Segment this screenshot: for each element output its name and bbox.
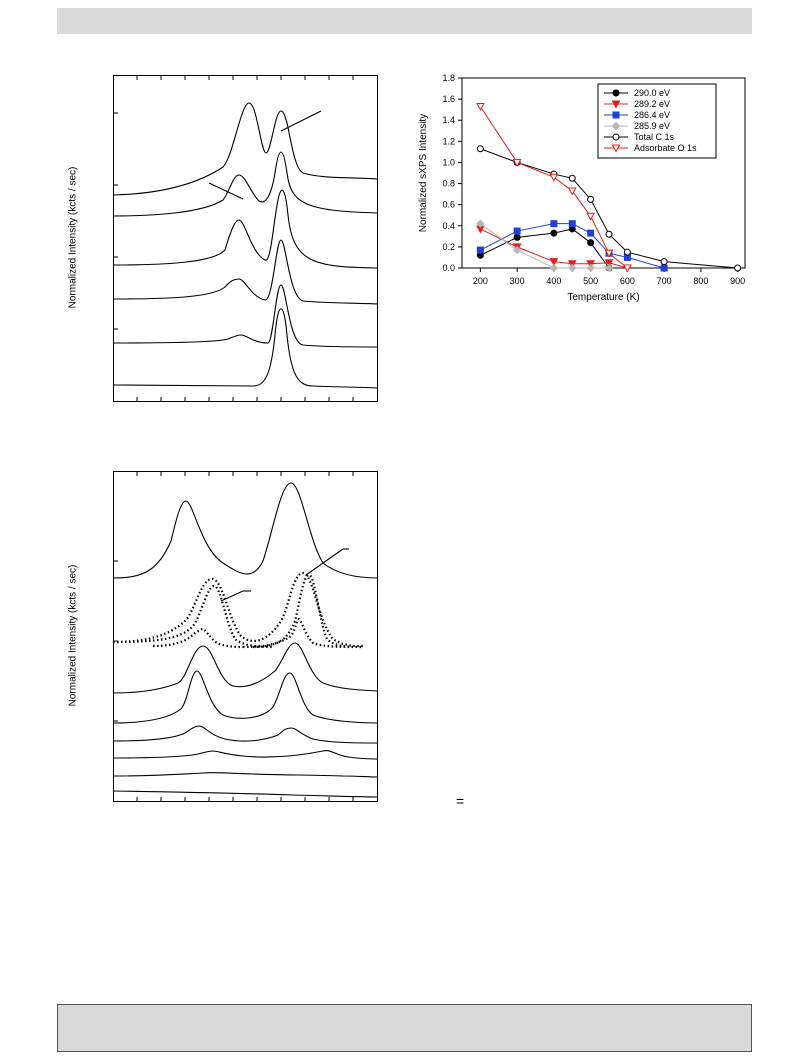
y-tick-label: 1.8 [442,73,455,83]
data-point [586,263,595,273]
data-point [476,145,484,153]
data-point [549,263,559,273]
equals-sign: = [456,793,465,809]
x-tick-label: 400 [546,276,561,286]
y-tick-label: 0.2 [442,242,455,252]
data-point [660,258,668,266]
data-point [512,158,522,167]
page-header-bar [57,8,752,34]
data-point [612,133,620,141]
x-tick-label: 900 [730,276,745,286]
data-point [586,212,595,221]
y-tick-label: 0.8 [442,179,455,189]
spectrum-top-4 [112,239,379,305]
fit-component-dotted-3 [242,617,354,649]
data-point [611,121,621,131]
data-point [550,229,558,237]
y-tick-label: 1.4 [442,115,455,125]
data-point [549,258,559,267]
data-point [568,174,576,182]
x-tick-label: 200 [473,276,488,286]
spectrum-top-5 [112,284,379,348]
spectrum-bottom-4 [112,725,379,744]
data-point [587,229,595,237]
data-point [568,263,577,273]
data-point [587,239,595,247]
x-tick-label: 700 [657,276,672,286]
legend-label: 285.9 eV [634,121,670,131]
y-tick-label: 0.0 [442,263,455,273]
data-point [605,230,613,238]
data-point [568,220,576,228]
legend-label: Total C 1s [634,132,675,142]
x-axis-label: Temperature (K) [567,292,639,303]
y-axis-label: Normalized sXPS Intensity [418,114,429,232]
chart-axes: 200 300 400 500 600 700 800 900 0.0 0.2 0.4 0.6 0.8 1… [418,73,746,303]
x-tick-label: 600 [620,276,635,286]
data-point [476,246,484,254]
spectrum-bottom-6 [112,772,379,778]
fit-component-dotted-2 [152,627,244,649]
spectrum-bottom-2 [112,642,379,694]
data-point [611,144,621,153]
legend-label: 290.0 eV [634,88,670,98]
panel-frame [113,75,378,402]
x-tick-label: 500 [583,276,598,286]
spectrum-bottom-5 [112,750,379,760]
spectra-panel-top [112,75,379,402]
chart-series [476,103,742,273]
panel-frame [113,471,378,802]
data-point [513,227,521,235]
y-tick-label: 1.0 [442,157,455,167]
data-point [604,259,614,268]
data-point [612,111,620,119]
legend-box [597,83,717,159]
legend-label: Adsorbate O 1s [634,143,697,153]
data-point [734,264,742,272]
series-line [480,228,610,269]
data-point [604,249,614,258]
spectrum-bottom-7 [112,790,379,798]
peak-pointer-line-1 [280,110,322,132]
spectrum-bottom-1 [112,482,379,579]
data-point [513,233,521,241]
data-point [512,245,522,255]
peak-pointer-line-2 [208,182,244,200]
data-point [476,219,485,228]
spectra-panel-bottom [112,471,379,802]
data-point [611,100,621,109]
data-point [567,187,577,196]
y-tick-label: 0.4 [442,221,455,231]
data-point [549,173,559,182]
y-axis-label-bottom: Normalized Intensity (kcts / sec) [67,564,79,707]
spectrum-bottom-3 [112,670,379,724]
y-axis-label-top: Normalized Intensity (kcts / sec) [67,166,79,309]
x-tick-label: 800 [693,276,708,286]
y-tick-label: 1.2 [442,136,455,146]
data-point [612,89,620,97]
temperature-chart: 200 300 400 500 600 700 800 900 0.0 0.2 0.4 0.6 0.8 1… [418,73,746,303]
x-tick-label: 300 [510,276,525,286]
data-point [604,263,614,273]
data-point [623,248,631,256]
data-point [623,264,632,273]
spectrum-top-6 [112,308,379,389]
data-point [550,220,558,228]
page-footer-box [57,1004,752,1052]
data-point [660,264,668,272]
spectrum-top-1 [112,102,379,196]
legend-label: 289.2 eV [634,99,670,109]
spectra-panel-top-ticks [113,75,354,402]
y-tick-label: 1.6 [442,94,455,104]
spectrum-top-2 [112,151,379,217]
legend-label: 286.4 eV [634,110,670,120]
data-point [476,103,485,112]
spectrum-top-3 [112,189,379,269]
data-point [587,195,595,203]
fit-component-dotted-1 [112,584,274,649]
peak-pointer-line-3 [305,548,344,576]
y-tick-label: 0.6 [442,200,455,210]
